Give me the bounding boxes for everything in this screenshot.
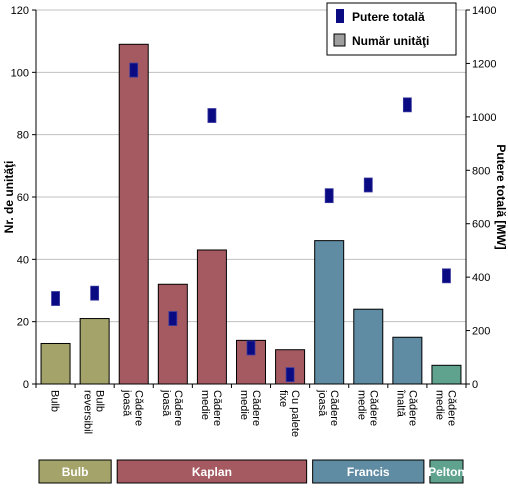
bar-3 bbox=[157, 283, 188, 385]
group-label-pelton: Pelton bbox=[428, 465, 465, 479]
y2-tick-label-0: 0 bbox=[472, 379, 478, 391]
bars bbox=[40, 43, 462, 385]
y2-tick-label-2: 400 bbox=[472, 272, 490, 284]
legend-marker-power bbox=[336, 9, 344, 23]
power-marker-1 bbox=[90, 285, 100, 301]
gridlines bbox=[36, 9, 466, 323]
group-label-francis: Francis bbox=[347, 465, 390, 479]
power-marker-5 bbox=[246, 340, 256, 356]
y-tick-label-6: 120 bbox=[11, 5, 29, 17]
y-tick-label-2: 40 bbox=[17, 254, 29, 266]
category-label-10: Căderemedie bbox=[433, 390, 457, 426]
legend-label-units: Număr unităţi bbox=[352, 34, 429, 48]
power-marker-3 bbox=[168, 311, 178, 326]
y-tick-label-3: 60 bbox=[17, 192, 29, 204]
bar-4 bbox=[196, 249, 227, 385]
power-marker-10 bbox=[442, 268, 451, 284]
axes bbox=[32, 9, 470, 388]
y2-tick-label-3: 600 bbox=[472, 219, 490, 231]
legend-marker-units bbox=[333, 33, 346, 47]
power-marker-8 bbox=[363, 177, 373, 193]
y2-tick-label-6: 1200 bbox=[472, 58, 496, 70]
category-label-5: Căderemedie bbox=[238, 390, 262, 426]
bar-1 bbox=[79, 318, 110, 385]
y2-tick-label-7: 1400 bbox=[472, 5, 496, 17]
category-label-0: Bulb bbox=[49, 390, 61, 412]
power-marker-4 bbox=[207, 108, 217, 123]
group-band-pelton bbox=[429, 459, 464, 484]
category-label-6: Cu paletefixe bbox=[277, 390, 301, 437]
y-axis-title: Nr. de unităţi bbox=[2, 161, 16, 234]
power-marker-9 bbox=[402, 97, 412, 113]
power-marker-2 bbox=[129, 62, 139, 78]
y-tick-label-1: 20 bbox=[17, 317, 29, 329]
category-label-7: Căderejoasă bbox=[316, 389, 340, 426]
legend-label-power: Putere totală bbox=[352, 10, 425, 24]
y2-tick-label-5: 1000 bbox=[472, 112, 496, 124]
y2-tick-label-1: 200 bbox=[472, 326, 490, 338]
group-bands: Bulb Kaplan Francis Pelton bbox=[38, 459, 465, 484]
group-label-kaplan: Kaplan bbox=[192, 465, 232, 479]
category-label-9: Cădereînaltă bbox=[394, 389, 418, 426]
category-label-1: Bulbreversibil bbox=[82, 390, 106, 434]
legend-box bbox=[326, 2, 457, 56]
y-tick-label-5: 100 bbox=[11, 67, 29, 79]
group-band-bulb bbox=[38, 459, 112, 484]
y2-axis-title: Putere totală [MW] bbox=[494, 144, 508, 249]
bar-7 bbox=[314, 240, 345, 385]
category-labels: Bulb Bulbreversibil Căderejoasă Căderejoasă… bbox=[49, 389, 458, 437]
bar-8 bbox=[353, 308, 384, 385]
power-marker-7 bbox=[324, 188, 334, 204]
power-marker-0 bbox=[51, 291, 60, 306]
bar-10 bbox=[431, 364, 462, 385]
category-label-4: Căderemedie bbox=[199, 390, 223, 426]
group-band-kaplan bbox=[116, 459, 308, 484]
bar-2 bbox=[118, 43, 149, 385]
bar-0 bbox=[40, 342, 71, 385]
power-marker-6 bbox=[285, 367, 295, 383]
y2-tick-label-4: 800 bbox=[472, 165, 490, 177]
group-label-bulb: Bulb bbox=[62, 465, 89, 479]
category-label-3: Căderejoasă bbox=[160, 389, 184, 426]
power-markers bbox=[51, 62, 451, 383]
category-label-8: Căderemedie bbox=[355, 390, 379, 426]
legend: Putere totală Număr unităţi bbox=[326, 2, 457, 56]
bar-9 bbox=[392, 336, 423, 385]
category-label-2: Căderejoasă bbox=[121, 389, 145, 426]
group-band-francis bbox=[312, 459, 425, 484]
y-tick-label-0: 0 bbox=[23, 379, 29, 391]
y-tick-label-4: 80 bbox=[17, 130, 29, 142]
